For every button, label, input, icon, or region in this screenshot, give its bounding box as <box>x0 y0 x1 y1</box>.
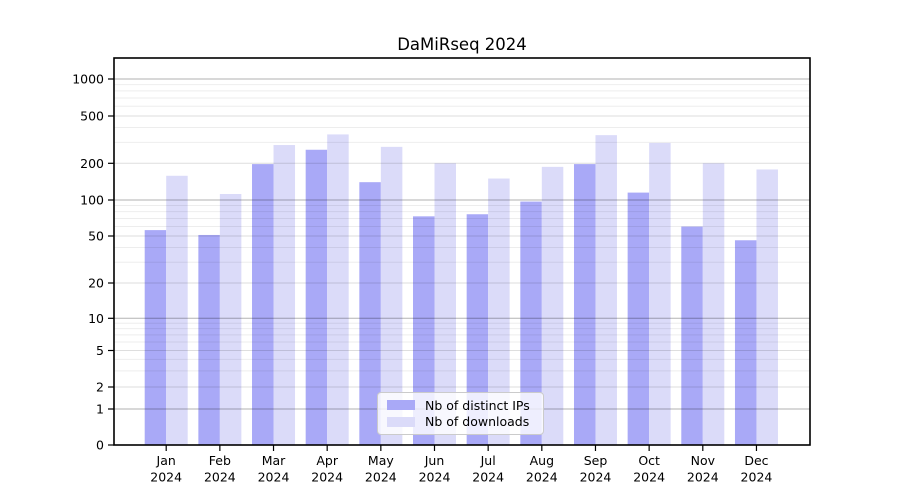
y-tick-label: 200 <box>80 156 104 171</box>
x-tick-label-month: Mar <box>262 453 286 468</box>
bar-downloads-dec <box>756 169 778 446</box>
bar-downloads-nov <box>702 163 725 446</box>
y-tick-label: 500 <box>80 109 104 124</box>
legend-label-distinct-ips: Nb of distinct IPs <box>425 397 530 413</box>
bar-downloads-jul <box>488 178 510 446</box>
bar-distinct-ips-jan <box>144 230 167 445</box>
x-tick-label-year: 2024 <box>204 470 236 485</box>
x-tick-label-year: 2024 <box>419 470 451 485</box>
x-tick-label-month: Jul <box>480 453 496 468</box>
bar-distinct-ips-apr <box>305 149 328 445</box>
x-tick-label-year: 2024 <box>580 470 612 485</box>
bar-distinct-ips-dec <box>734 240 757 445</box>
chart-title: DaMiRseq 2024 <box>397 35 527 54</box>
bar-downloads-may <box>380 146 403 446</box>
y-tick-label: 1000 <box>72 72 104 87</box>
x-tick-label-month: Sep <box>584 453 608 468</box>
x-tick-label-month: May <box>368 453 394 468</box>
y-tick-label: 100 <box>80 193 104 208</box>
y-tick-label: 0 <box>96 438 104 453</box>
bar-downloads-mar <box>273 145 296 445</box>
legend-swatch-distinct-ips-icon <box>387 400 415 411</box>
bar-downloads-oct <box>649 142 671 445</box>
plot-border <box>113 57 811 446</box>
bar-distinct-ips-aug <box>520 201 542 445</box>
x-tick-label-year: 2024 <box>741 470 773 485</box>
bar-downloads-jan <box>166 175 188 445</box>
bar-distinct-ips-may <box>359 182 381 446</box>
bar-downloads-apr <box>327 134 349 445</box>
y-tick-label: 5 <box>96 343 104 358</box>
x-tick-label-year: 2024 <box>687 470 719 485</box>
bar-downloads-aug <box>541 166 564 445</box>
x-tick-label-year: 2024 <box>258 470 290 485</box>
y-tick-label: 20 <box>88 276 104 291</box>
x-tick-label-month: Feb <box>209 453 231 468</box>
x-tick-label-month: Jan <box>156 453 176 468</box>
bar-distinct-ips-sep <box>573 164 596 445</box>
x-tick-label-month: Dec <box>744 453 768 468</box>
legend-item-downloads: Nb of downloads <box>387 414 534 429</box>
bar-distinct-ips-jul <box>466 214 489 445</box>
x-tick-label-month: Jun <box>424 453 445 468</box>
x-tick-label-year: 2024 <box>472 470 504 485</box>
bar-distinct-ips-jun <box>413 216 435 445</box>
y-tick-label: 10 <box>88 311 104 326</box>
x-tick-label-year: 2024 <box>365 470 397 485</box>
y-tick-label: 1 <box>96 402 104 417</box>
x-tick-label-year: 2024 <box>633 470 665 485</box>
legend-item-distinct-ips: Nb of distinct IPs <box>387 398 534 413</box>
x-tick-label-year: 2024 <box>526 470 558 485</box>
y-tick-label: 50 <box>88 229 104 244</box>
bar-downloads-feb <box>219 193 242 445</box>
legend-swatch-downloads-icon <box>387 416 415 427</box>
legend: Nb of distinct IPs Nb of downloads <box>377 392 544 435</box>
y-tick-label: 2 <box>96 380 104 395</box>
bar-downloads-sep <box>595 135 617 446</box>
bar-distinct-ips-nov <box>681 226 703 445</box>
legend-label-downloads: Nb of downloads <box>425 414 530 430</box>
bar-distinct-ips-oct <box>627 192 650 445</box>
x-tick-label-year: 2024 <box>150 470 182 485</box>
x-tick-label-month: Aug <box>530 453 554 468</box>
x-tick-label-month: Oct <box>638 453 660 468</box>
x-tick-label-month: Apr <box>316 453 338 468</box>
bar-downloads-jun <box>434 163 456 446</box>
x-tick-label-month: Nov <box>691 453 716 468</box>
x-tick-label-year: 2024 <box>311 470 343 485</box>
bar-distinct-ips-mar <box>252 164 274 445</box>
bar-distinct-ips-feb <box>198 234 220 445</box>
